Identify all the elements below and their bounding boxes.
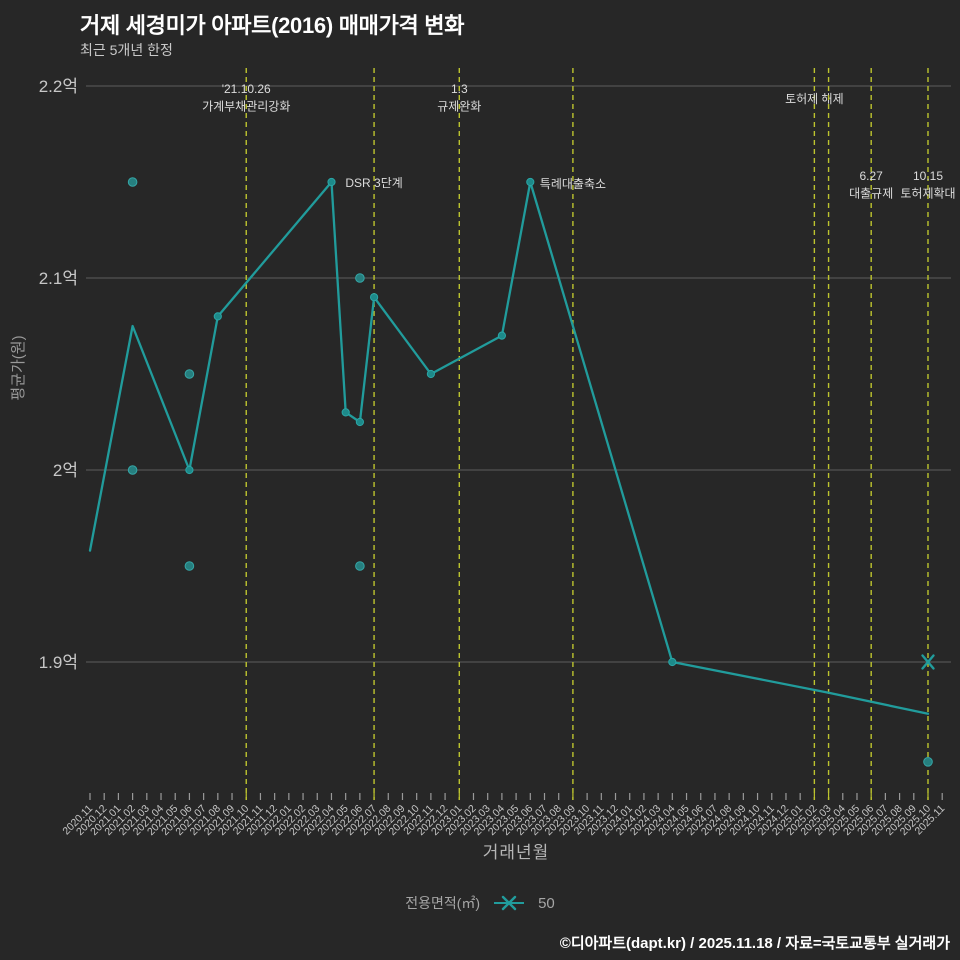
y-tick-label: 2억 [53,461,78,480]
line-vertex-marker [185,465,194,475]
chart-title: 거제 세경미가 아파트(2016) 매매가격 변화 [80,13,465,38]
line-vertex-marker [213,312,222,321]
legend: 전용면적(㎡) 50 [0,893,960,913]
transaction-dot [127,177,138,187]
line-vertex-marker [668,657,677,667]
y-tick-label: 2.1억 [39,269,78,288]
y-tick-label: 2.2억 [39,77,78,96]
line-vertex-marker [497,331,506,340]
event-annotation: 1.3 규제완화 [437,82,481,114]
line-vertex-marker [370,293,379,302]
event-annotation: 토허제 해제 [785,92,844,106]
price-line [88,180,930,715]
event-annotation: 6.27 대출규제 [849,169,893,201]
line-with-x-marker-icon [494,895,525,911]
event-annotation: 10.15 토허제확대 [900,169,955,201]
x-axis-title: 거래년월 [482,843,550,862]
line-vertex-marker [526,177,535,187]
event-annotation: DSR 3단계 [345,176,402,190]
transaction-dot [355,561,365,571]
legend-title: 전용면적(㎡) [405,895,481,911]
line-vertex-marker [327,177,336,187]
source-attribution: ©디아파트(dapt.kr) / 2025.11.18 / 자료=국토교통부 실… [559,935,950,952]
event-annotation: '21.10.26 가계부채관리강화 [202,82,290,114]
line-vertex-marker [355,417,364,427]
transaction-dot [355,273,365,283]
transaction-dot [184,561,195,571]
latest-price-x-marker [921,654,935,670]
transaction-dot [127,465,138,475]
chart-subtitle: 최근 5개년 한정 [80,42,173,58]
line-vertex-marker [426,369,435,379]
event-annotation: 특례대출축소 [540,177,606,191]
legend-series-name: 50 [538,894,555,912]
transaction-dot [184,369,195,379]
y-tick-label: 1.9억 [39,653,78,672]
transaction-dot [923,757,933,767]
line-vertex-marker [341,408,350,417]
